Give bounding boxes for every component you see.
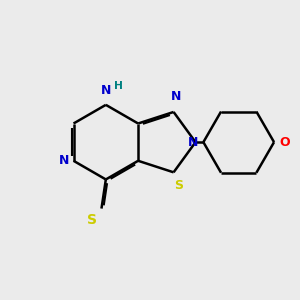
Text: S: S	[87, 214, 97, 227]
Text: H: H	[114, 81, 123, 91]
Text: N: N	[170, 90, 181, 103]
Text: N: N	[58, 154, 69, 167]
Text: S: S	[174, 179, 183, 192]
Text: N: N	[100, 84, 111, 97]
Text: O: O	[280, 136, 290, 148]
Text: N: N	[188, 136, 198, 148]
